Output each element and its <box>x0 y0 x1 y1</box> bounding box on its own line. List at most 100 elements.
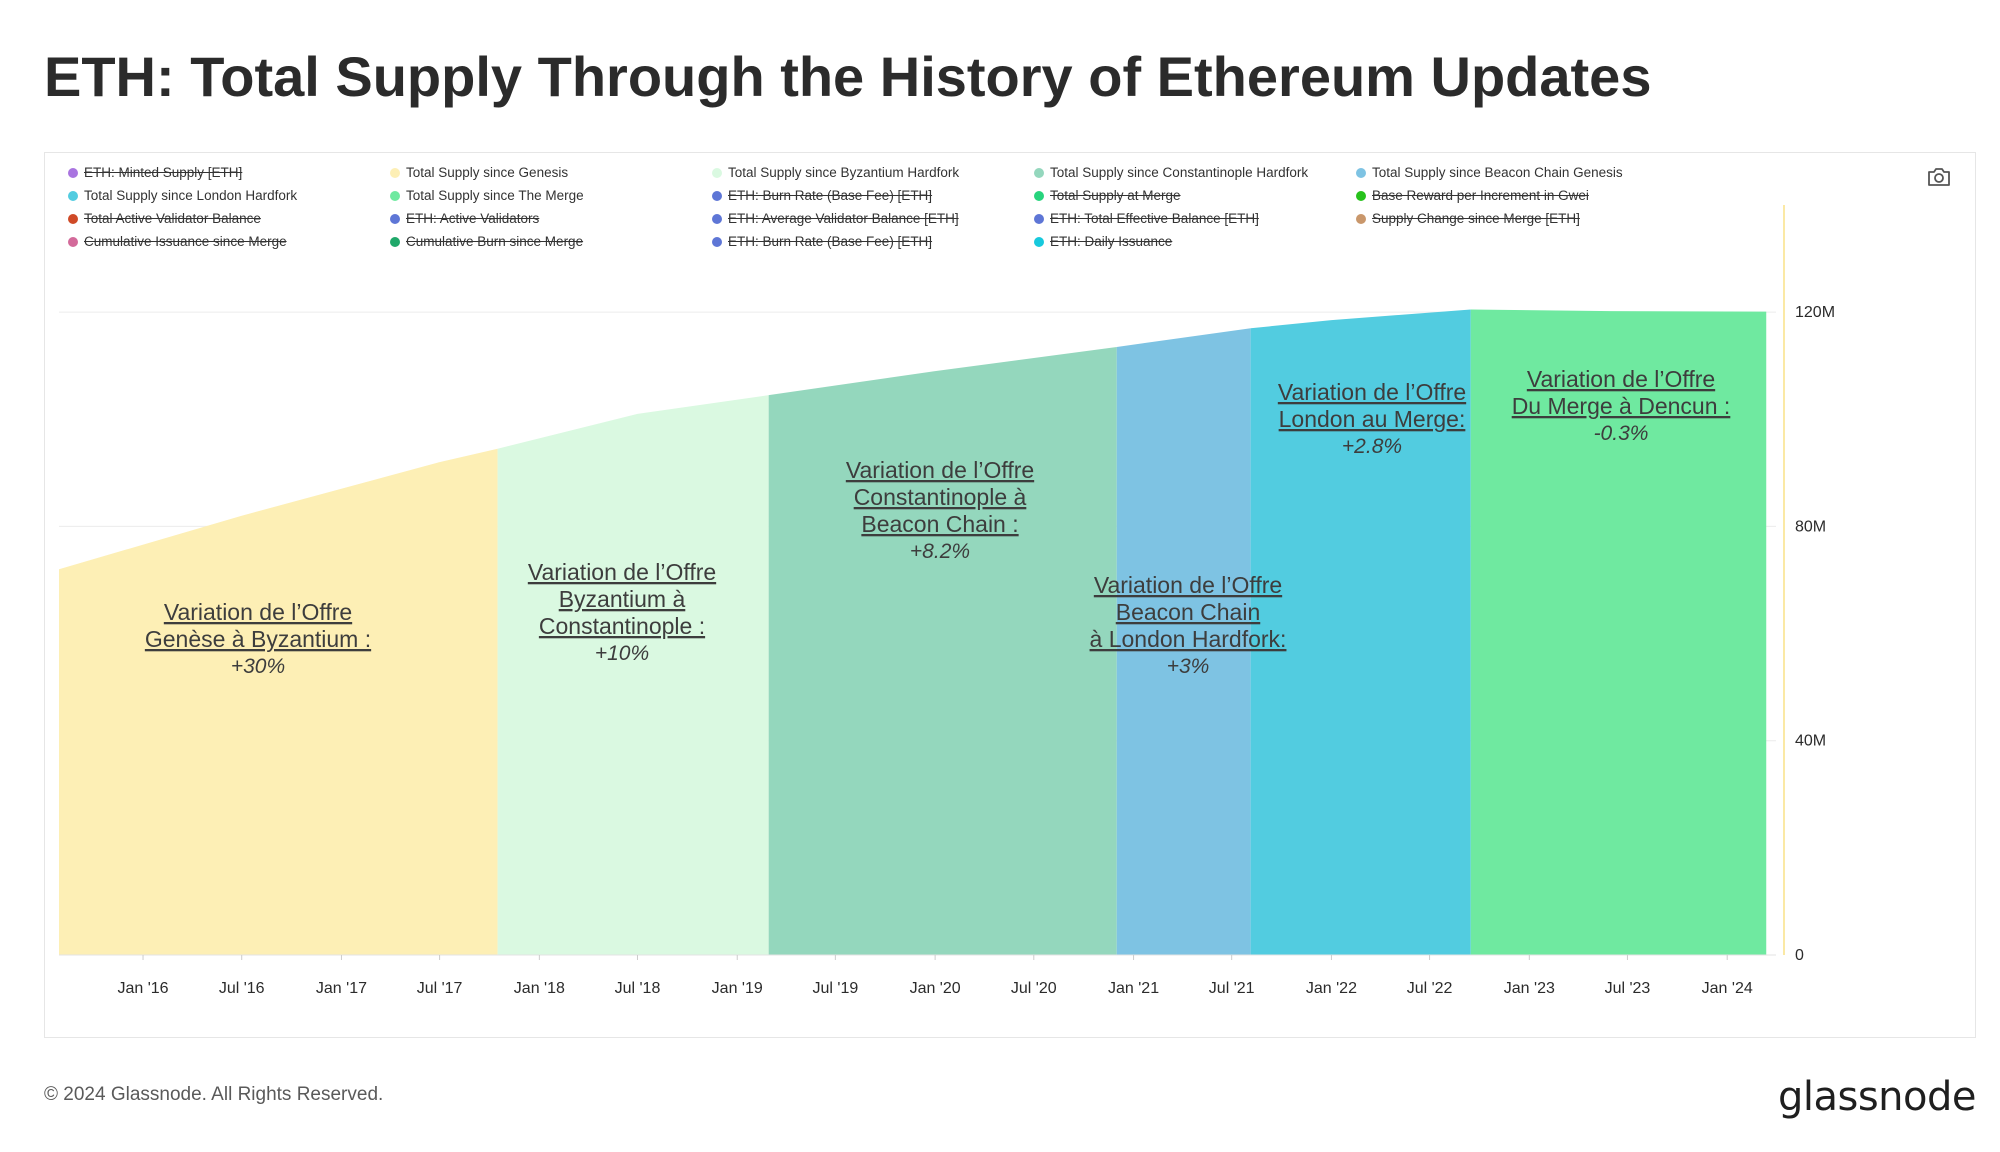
legend-label: Cumulative Issuance since Merge <box>84 234 287 249</box>
x-tick-label: Jan '23 <box>1504 980 1555 997</box>
legend-label: ETH: Burn Rate (Base Fee) [ETH] <box>728 188 933 203</box>
legend-item[interactable]: Total Supply at Merge <box>1034 186 1181 206</box>
area-series <box>1250 309 1471 955</box>
legend-swatch <box>712 237 722 247</box>
legend-item[interactable]: ETH: Daily Issuance <box>1034 232 1172 252</box>
legend-item[interactable]: Total Active Validator Balance <box>68 209 261 229</box>
glassnode-logo: glassnode <box>1777 1074 1977 1120</box>
legend-item[interactable]: ETH: Average Validator Balance [ETH] <box>712 209 959 229</box>
legend-label: ETH: Average Validator Balance [ETH] <box>728 211 959 226</box>
legend-item[interactable]: Cumulative Issuance since Merge <box>68 232 287 252</box>
area-series <box>497 395 769 955</box>
x-tick-label: Jul '22 <box>1407 980 1453 997</box>
legend-swatch <box>1034 214 1044 224</box>
legend-label: ETH: Total Effective Balance [ETH] <box>1050 211 1259 226</box>
y-tick-label: 120M <box>1795 304 1835 321</box>
annotation-line: Variation de l’Offre <box>846 457 1034 483</box>
x-tick-label: Jul '20 <box>1011 980 1057 997</box>
legend-label: Total Supply since Beacon Chain Genesis <box>1372 165 1623 180</box>
legend-item[interactable]: Total Supply since The Merge <box>390 186 584 206</box>
x-tick-label: Jul '21 <box>1209 980 1255 997</box>
annotation-line: Variation de l’Offre <box>1527 366 1715 392</box>
legend-item[interactable]: Total Supply since Byzantium Hardfork <box>712 163 959 183</box>
x-tick-label: Jan '20 <box>910 980 961 997</box>
annotation-value: +10% <box>595 642 649 665</box>
y-tick-label: 80M <box>1795 518 1826 535</box>
y-tick-label: 0 <box>1795 947 1804 964</box>
legend-swatch <box>1034 168 1044 178</box>
legend-swatch <box>68 237 78 247</box>
x-tick-label: Jan '24 <box>1702 980 1753 997</box>
legend-label: ETH: Burn Rate (Base Fee) [ETH] <box>728 234 933 249</box>
legend-item[interactable]: Supply Change since Merge [ETH] <box>1356 209 1580 229</box>
legend-item[interactable]: Total Supply since Beacon Chain Genesis <box>1356 163 1623 183</box>
annotation-line: à London Hardfork: <box>1090 626 1287 652</box>
area-series <box>1116 328 1251 955</box>
legend-item[interactable]: Total Supply since Genesis <box>390 163 568 183</box>
chart-legend: ETH: Minted Supply [ETH] Total Supply sin… <box>68 163 1688 259</box>
annotation-line: Variation de l’Offre <box>164 599 352 625</box>
y-tick-label: 40M <box>1795 733 1826 750</box>
annotation-value: +30% <box>231 655 285 678</box>
x-tick-label: Jul '19 <box>812 980 858 997</box>
legend-item[interactable]: ETH: Burn Rate (Base Fee) [ETH] <box>712 232 932 252</box>
area-series <box>59 448 498 955</box>
legend-label: Total Active Validator Balance <box>84 211 261 226</box>
annotation-line: Constantinople : <box>539 613 705 639</box>
x-tick-label: Jan '17 <box>316 980 367 997</box>
legend-label: Total Supply since London Hardfork <box>84 188 298 203</box>
x-tick-label: Jan '19 <box>712 980 763 997</box>
camera-icon[interactable] <box>1925 165 1953 189</box>
legend-label: Total Supply since Genesis <box>406 165 569 180</box>
legend-item[interactable]: ETH: Total Effective Balance [ETH] <box>1034 209 1259 229</box>
legend-label: Cumulative Burn since Merge <box>406 234 584 249</box>
annotation-value: +2.8% <box>1342 435 1402 458</box>
x-tick-label: Jul '17 <box>417 980 463 997</box>
x-tick-label: Jul '23 <box>1605 980 1651 997</box>
legend-item[interactable]: ETH: Minted Supply [ETH] <box>68 163 242 183</box>
annotation-value: +8.2% <box>910 540 970 563</box>
legend-item[interactable]: Total Supply since London Hardfork <box>68 186 297 206</box>
x-tick-label: Jan '16 <box>117 980 168 997</box>
area-series <box>1470 309 1767 955</box>
area-series <box>768 346 1117 955</box>
annotation-line: Variation de l’Offre <box>528 559 716 585</box>
legend-swatch <box>1034 191 1044 201</box>
legend-swatch <box>390 168 400 178</box>
legend-label: ETH: Daily Issuance <box>1050 234 1173 249</box>
x-tick-label: Jul '16 <box>219 980 265 997</box>
legend-swatch <box>712 214 722 224</box>
legend-swatch <box>390 214 400 224</box>
x-tick-label: Jul '18 <box>615 980 661 997</box>
annotation-line: Beacon Chain <box>1116 599 1261 625</box>
legend-swatch <box>1034 237 1044 247</box>
legend-swatch <box>390 237 400 247</box>
x-tick-label: Jan '21 <box>1108 980 1159 997</box>
legend-label: ETH: Active Validators <box>406 211 540 226</box>
legend-label: ETH: Minted Supply [ETH] <box>84 165 243 180</box>
legend-swatch <box>68 191 78 201</box>
chart-frame <box>44 152 1976 1038</box>
legend-item[interactable]: ETH: Active Validators <box>390 209 539 229</box>
annotation-line: Genèse à Byzantium : <box>145 626 371 652</box>
legend-item[interactable]: ETH: Burn Rate (Base Fee) [ETH] <box>712 186 932 206</box>
annotation-value: -0.3% <box>1594 422 1649 445</box>
legend-swatch <box>390 191 400 201</box>
legend-swatch <box>712 168 722 178</box>
annotation-line: Variation de l’Offre <box>1094 572 1282 598</box>
legend-label: Total Supply since Byzantium Hardfork <box>728 165 960 180</box>
annotation-line: Du Merge à Dencun : <box>1512 393 1731 419</box>
annotation-line: Variation de l’Offre <box>1278 379 1466 405</box>
legend-item[interactable]: Total Supply since Constantinople Hardfo… <box>1034 163 1308 183</box>
annotation-line: Constantinople à <box>854 484 1027 510</box>
annotation-value: +3% <box>1167 655 1210 678</box>
legend-item[interactable]: Base Reward per Increment in Gwei <box>1356 186 1589 206</box>
legend-item[interactable]: Cumulative Burn since Merge <box>390 232 583 252</box>
legend-swatch <box>1356 191 1366 201</box>
legend-swatch <box>712 191 722 201</box>
x-tick-label: Jan '22 <box>1306 980 1357 997</box>
legend-swatch <box>68 168 78 178</box>
legend-label: Supply Change since Merge [ETH] <box>1372 211 1580 226</box>
legend-swatch <box>68 214 78 224</box>
